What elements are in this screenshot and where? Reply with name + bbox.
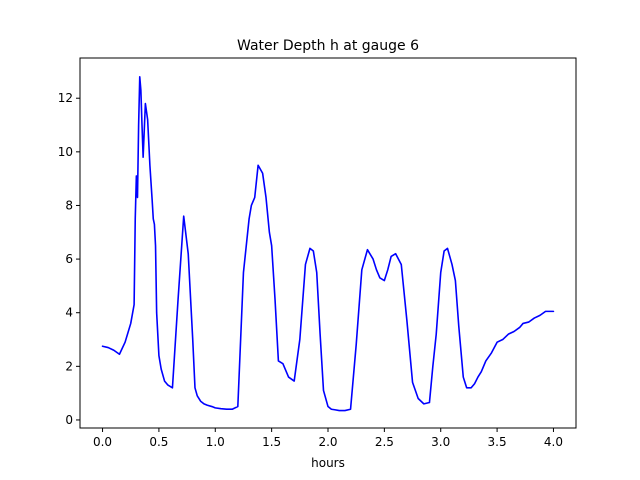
y-tick-label: 8 <box>65 198 73 212</box>
x-tick-label: 3.0 <box>431 435 450 449</box>
y-tick-label: 6 <box>65 252 73 266</box>
x-tick-label: 4.0 <box>544 435 563 449</box>
x-axis-label: hours <box>311 456 345 470</box>
x-tick-label: 0.5 <box>149 435 168 449</box>
y-tick-label: 10 <box>58 145 73 159</box>
x-tick-label: 3.5 <box>488 435 507 449</box>
y-tick-label: 4 <box>65 306 73 320</box>
data-layer <box>101 75 555 412</box>
x-tick-label: 2.5 <box>375 435 394 449</box>
y-tick-label: 12 <box>58 91 73 105</box>
plot-frame <box>79 57 577 429</box>
chart-title: Water Depth h at gauge 6 <box>237 38 419 54</box>
x-tick-label: 1.5 <box>262 435 281 449</box>
x-tick-label: 2.0 <box>318 435 337 449</box>
x-tick-label: 0.0 <box>93 435 112 449</box>
series-line-water-depth <box>101 75 555 412</box>
y-tick-label: 0 <box>65 413 73 427</box>
plot-background <box>80 58 576 428</box>
y-tick-label: 2 <box>65 359 73 373</box>
axes-layer: 0.0 0.5 1.0 1.5 2.0 2.5 3.0 3.5 4.0 0 2 4 6 8 10 12 <box>58 91 563 449</box>
x-tick-label: 1.0 <box>206 435 225 449</box>
